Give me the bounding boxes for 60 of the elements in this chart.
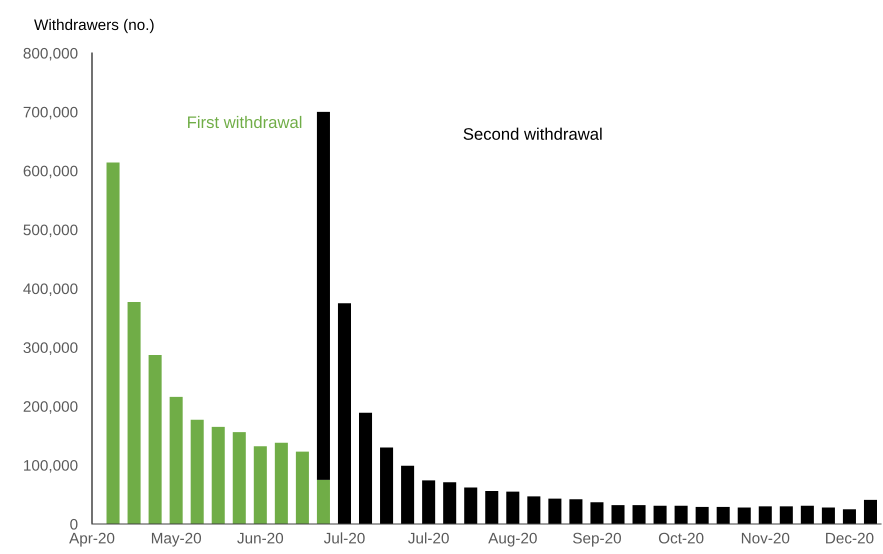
bar <box>548 498 562 524</box>
bar <box>842 509 856 524</box>
bar <box>590 502 604 524</box>
bar <box>864 500 877 524</box>
bar <box>464 487 478 524</box>
bar <box>401 466 414 524</box>
x-tick-label: Nov-20 <box>742 532 790 544</box>
bar <box>254 446 267 524</box>
x-tick-label: Sep-20 <box>573 532 621 547</box>
bar <box>422 480 436 524</box>
x-tick-label: Oct-20 <box>658 532 704 544</box>
y-tick-label: 300,000 <box>23 342 78 355</box>
y-tick-label: 100,000 <box>24 460 78 473</box>
bar <box>632 505 646 524</box>
x-tick-label: Apr-20 <box>69 532 114 547</box>
x-tick-label: Jul-20 <box>408 532 449 544</box>
y-tick-label: 600,000 <box>24 166 78 178</box>
bar <box>611 505 625 524</box>
text: First withdrawal <box>188 116 302 128</box>
y-tick-label: 0 <box>70 518 78 530</box>
x-tick-label: Jul-20 <box>324 532 365 544</box>
y-tick-label: 500,000 <box>24 224 78 238</box>
x-tick-label: May-20 <box>152 532 202 547</box>
text: Second withdrawal <box>464 128 602 140</box>
bar <box>170 396 183 524</box>
bar <box>316 112 330 480</box>
bar <box>359 412 372 524</box>
bar <box>758 506 772 524</box>
bar <box>716 506 730 524</box>
bar <box>654 506 667 524</box>
bar <box>338 303 351 524</box>
bar <box>485 491 498 524</box>
bar <box>380 447 394 524</box>
bar <box>316 480 330 524</box>
bar <box>822 508 835 524</box>
y-tick-label: 200,000 <box>24 401 78 414</box>
bar <box>780 506 793 524</box>
bar <box>296 452 309 524</box>
y-axis-title: Withdrawers (no.) <box>34 18 154 34</box>
bar <box>128 302 141 524</box>
x-tick-label: Aug-20 <box>488 532 537 547</box>
bar <box>569 499 582 524</box>
bar <box>212 426 225 524</box>
bar <box>738 508 751 524</box>
y-tick-label: 700,000 <box>24 106 78 120</box>
x-tick-label: Jun-20 <box>237 532 284 544</box>
x-tick-label: Dec-20 <box>826 532 874 544</box>
bar <box>190 420 204 524</box>
bar <box>148 355 162 524</box>
bar <box>506 492 520 524</box>
bar <box>674 506 688 524</box>
bar <box>527 496 540 524</box>
y-tick-label: 400,000 <box>23 283 78 296</box>
y-tick-label: 800,000 <box>24 48 78 60</box>
bar <box>443 482 456 524</box>
bar <box>106 162 120 524</box>
bar <box>800 506 814 524</box>
bar <box>274 442 288 524</box>
bar <box>232 432 246 524</box>
bar <box>696 506 709 524</box>
